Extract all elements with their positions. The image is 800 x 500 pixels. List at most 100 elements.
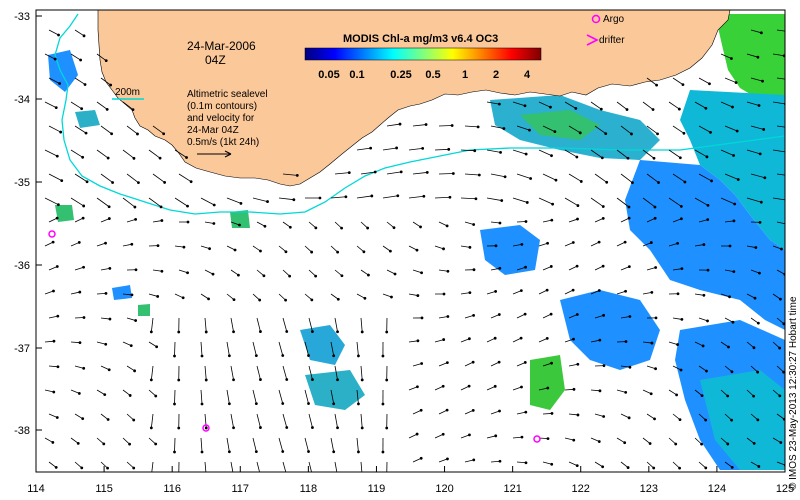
legend: Argo drifter: [586, 14, 625, 46]
velocity-arrow: [750, 365, 758, 373]
chl-patch-south-mid: [480, 225, 540, 275]
velocity-arrow: [382, 147, 397, 151]
sealevel-note-line-5: 0.5m/s (1kt 24h): [187, 137, 259, 148]
velocity-arrow: [486, 291, 496, 295]
velocity-arrow-head: [678, 466, 681, 470]
velocity-arrow: [750, 29, 762, 34]
velocity-arrow: [386, 123, 401, 127]
sealevel-note-line-1: Altimetric sealevel: [187, 89, 268, 100]
velocity-arrow-head: [385, 330, 389, 334]
velocity-arrow-head: [546, 437, 550, 440]
velocity-arrow: [512, 149, 527, 155]
velocity-arrow-head: [779, 441, 783, 444]
velocity-arrow-head: [677, 107, 681, 111]
velocity-arrow: [750, 461, 760, 467]
colorbar-tick-label: 4: [524, 69, 531, 81]
velocity-arrow-head: [782, 322, 785, 326]
velocity-arrow-head: [732, 270, 736, 274]
velocity-arrow-head: [369, 146, 373, 150]
velocity-arrow: [594, 218, 604, 223]
velocity-arrow: [96, 437, 105, 445]
velocity-arrow: [230, 413, 234, 428]
velocity-arrow-head: [105, 107, 109, 111]
velocity-arrow: [568, 173, 582, 182]
velocity-arrow-head: [212, 222, 216, 225]
velocity-arrow: [74, 29, 85, 37]
velocity-arrow: [356, 389, 359, 404]
velocity-arrow: [772, 53, 785, 57]
velocity-arrow-head: [730, 57, 733, 60]
velocity-arrow-head: [211, 272, 215, 276]
velocity-arrow: [252, 437, 257, 452]
velocity-arrow-head: [524, 265, 527, 269]
velocity-arrow-head: [623, 441, 627, 445]
velocity-arrow-head: [787, 78, 790, 81]
velocity-arrow-head: [133, 205, 137, 209]
velocity-arrow-head: [579, 180, 583, 183]
velocity-arrow-head: [108, 266, 112, 270]
velocity-arrow-head: [545, 337, 549, 340]
x-axis-tick-label: 117: [231, 483, 249, 495]
x-axis-tick-label: 123: [640, 483, 658, 495]
velocity-arrow-head: [601, 205, 605, 208]
velocity-arrow: [278, 245, 287, 253]
velocity-arrow: [694, 437, 702, 445]
velocity-arrow-head: [446, 457, 449, 461]
velocity-arrow: [668, 437, 676, 445]
velocity-arrow: [334, 269, 343, 277]
velocity-arrow: [616, 101, 628, 110]
velocity-arrow: [330, 196, 346, 199]
velocity-arrow: [100, 317, 110, 320]
velocity-arrow-head: [80, 466, 84, 470]
velocity-arrow-head: [649, 392, 653, 396]
velocity-arrow-head: [103, 393, 107, 396]
velocity-arrow-head: [51, 441, 55, 444]
velocity-arrow-head: [104, 241, 107, 245]
velocity-arrow: [568, 461, 578, 467]
velocity-arrow-head: [597, 240, 601, 244]
x-axis-tick-label: 116: [163, 483, 181, 495]
velocity-arrow-head: [128, 394, 132, 397]
velocity-arrow-head: [284, 298, 287, 302]
velocity-arrow: [304, 341, 309, 356]
velocity-arrow: [74, 217, 84, 223]
velocity-arrow: [148, 389, 157, 397]
velocity-arrow: [204, 269, 214, 275]
velocity-arrow: [776, 317, 785, 325]
velocity-arrow-head: [497, 102, 501, 106]
velocity-arrow: [356, 195, 372, 199]
velocity-arrow-head: [104, 292, 108, 295]
velocity-arrow-head: [710, 179, 713, 183]
velocity-arrow-head: [678, 156, 682, 160]
velocity-arrow: [672, 317, 682, 320]
velocity-arrow-head: [778, 394, 782, 398]
velocity-arrow: [100, 413, 109, 420]
velocity-arrow-head: [528, 128, 531, 132]
velocity-arrow: [122, 149, 135, 159]
velocity-arrow-head: [650, 290, 654, 294]
isobath-label: 200m: [115, 87, 140, 98]
velocity-arrow: [304, 293, 313, 301]
velocity-arrow-head: [450, 124, 454, 127]
velocity-arrow: [96, 242, 106, 247]
velocity-arrow-head: [285, 330, 289, 333]
velocity-arrow-head: [82, 204, 86, 208]
velocity-arrow: [230, 365, 234, 380]
velocity-arrow-head: [493, 336, 497, 340]
velocity-arrow-head: [625, 108, 629, 111]
velocity-arrow-head: [259, 474, 262, 477]
velocity-arrow: [252, 197, 268, 202]
velocity-arrow: [96, 197, 110, 208]
velocity-arrow-head: [709, 130, 712, 134]
velocity-arrow: [438, 316, 448, 319]
velocity-arrow-head: [446, 269, 450, 273]
velocity-arrow-head: [734, 81, 738, 84]
chl-patch-central-green: [530, 355, 565, 410]
velocity-arrow-head: [285, 426, 289, 429]
velocity-arrow-head: [524, 220, 528, 223]
velocity-arrow-head: [373, 170, 377, 174]
velocity-arrow: [620, 125, 632, 135]
velocity-arrow-head: [599, 107, 603, 111]
velocity-arrow-head: [550, 361, 553, 365]
velocity-arrow-head: [227, 450, 231, 454]
